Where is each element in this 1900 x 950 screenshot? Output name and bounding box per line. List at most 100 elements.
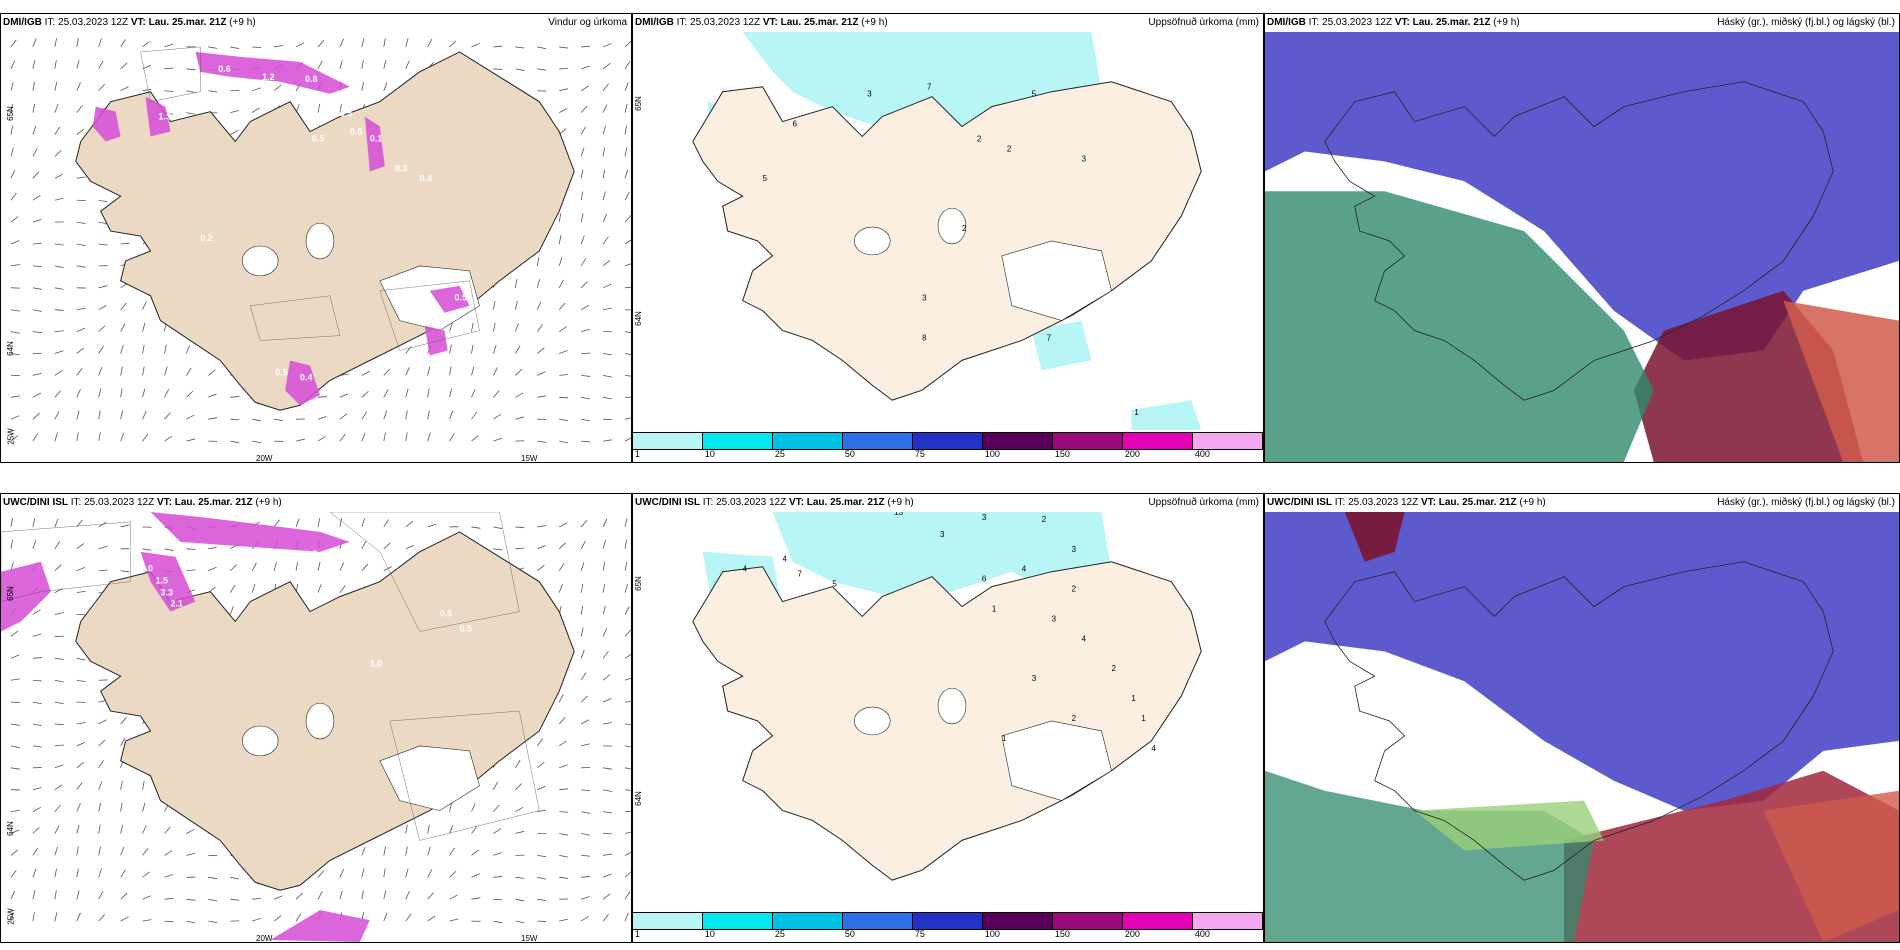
- wind-barb: [581, 896, 590, 900]
- hatched-areas: [140, 46, 480, 351]
- colorscale-swatch: [1193, 433, 1263, 449]
- wind-barb: [603, 353, 613, 356]
- wind-barb: [602, 104, 608, 113]
- value-label: 1.5: [156, 576, 168, 586]
- wind-barb: [142, 301, 147, 310]
- wind-barb: [32, 60, 36, 69]
- wind-barb: [537, 785, 546, 791]
- wind-barb: [493, 526, 503, 530]
- cloud-map: [1265, 512, 1899, 942]
- value-label: 2: [1072, 585, 1077, 594]
- wind-barb: [98, 760, 104, 769]
- wind-barb: [624, 125, 627, 135]
- wind-barb: [383, 519, 389, 528]
- wind-barb: [383, 368, 391, 376]
- wind-barb: [624, 723, 631, 725]
- colorscale-label: 1: [634, 929, 640, 939]
- wind-barb: [537, 371, 546, 376]
- lon-label-15w: 15W: [521, 934, 538, 943]
- wind-barb: [32, 745, 42, 748]
- colorscale-swatch: [843, 433, 913, 449]
- wind-barb: [76, 410, 80, 420]
- wind-barb: [208, 393, 217, 398]
- wind-barb: [164, 67, 174, 70]
- value-label: 6: [982, 575, 987, 584]
- wind-barb: [273, 915, 282, 922]
- wind-barb: [559, 918, 569, 922]
- wind-barb: [515, 830, 525, 834]
- value-label: 0.5: [340, 109, 352, 119]
- precip-map: 13 3 3 2 3 4 7 4 5 6 4 2 1 3 4 2 1 1 3 4 2 1: [633, 512, 1263, 910]
- wind-barb: [54, 390, 62, 398]
- lon-label-20w: 20W: [256, 934, 273, 943]
- wind-barb: [580, 562, 585, 571]
- wind-barb: [580, 126, 586, 135]
- wind-barb: [54, 411, 60, 420]
- wind-barb: [76, 566, 86, 572]
- colorscale-swatch: [1123, 433, 1193, 449]
- wind-barb: [427, 869, 433, 878]
- wind-barb: [624, 629, 631, 637]
- init-time: IT: 25.03.2023 12Z: [1308, 17, 1393, 28]
- wind-barb: [98, 83, 106, 91]
- wind-barb: [142, 825, 147, 834]
- wind-barb: [186, 569, 196, 572]
- wind-barb: [164, 412, 171, 420]
- colorscale-label: 25: [774, 449, 785, 459]
- colorscale-swatch: [913, 913, 983, 929]
- value-label: 1: [1131, 694, 1136, 703]
- value-labels: 0.6 1.2 0.8 0.5 1.3 0.5 0.5 0.1 0.3 0.4 0.2 0.5 0.4 0…: [159, 64, 468, 383]
- wind-barb: [558, 717, 566, 725]
- wind-barb: [186, 68, 196, 71]
- precip-areas: [92, 51, 470, 406]
- wind-barb: [164, 435, 173, 442]
- colorscale-label: 10: [704, 929, 715, 939]
- value-label: 0.2: [200, 233, 212, 243]
- wind-barb: [581, 65, 590, 70]
- wind-barb: [339, 562, 345, 571]
- colorscale-swatch: [703, 433, 773, 449]
- value-label: 2: [962, 224, 967, 233]
- wind-barb: [537, 440, 547, 443]
- wind-barb: [186, 90, 196, 93]
- value-label: 3: [940, 530, 945, 539]
- lat-label-65n: 65N: [633, 576, 643, 591]
- wind-barb: [580, 520, 588, 528]
- low-cloud-area-3: [1763, 790, 1899, 942]
- wind-barb: [449, 410, 454, 420]
- mid-cloud-area: [1265, 512, 1899, 811]
- wind-barb: [602, 283, 612, 289]
- colorscale-label: 150: [1054, 929, 1070, 939]
- wind-barb: [624, 912, 629, 922]
- wind-barb: [10, 264, 20, 267]
- value-label: 0.5: [275, 367, 287, 377]
- lat-label-65n: 65N: [5, 586, 15, 601]
- value-label: 7: [927, 83, 932, 92]
- wind-barb: [120, 344, 124, 354]
- wind-barb: [120, 846, 125, 856]
- wind-barb: [76, 128, 85, 135]
- value-label: 0.6: [129, 544, 141, 554]
- value-label: 2: [1072, 714, 1077, 723]
- wind-barb: [427, 892, 434, 900]
- wind-barb: [54, 588, 63, 593]
- wind-barb: [559, 108, 568, 113]
- product-title: Háský (gr.), miðský (fj.bl.) og lágský (…: [1717, 497, 1895, 508]
- wind-barb: [405, 432, 408, 442]
- colorscale-label: 50: [844, 929, 855, 939]
- wind-barb: [10, 723, 20, 726]
- wind-barb: [624, 789, 631, 791]
- wind-barb: [98, 545, 108, 550]
- wind-barb: [624, 147, 628, 157]
- wind-barb: [10, 809, 20, 812]
- wind-barb: [208, 46, 218, 49]
- wind-barb: [76, 221, 86, 224]
- wind-barb: [515, 760, 521, 769]
- wind-barb: [493, 920, 503, 924]
- wind-barb: [581, 375, 591, 377]
- wind-barb: [339, 103, 342, 113]
- wind-barb: [186, 548, 196, 550]
- wind-barb: [120, 916, 129, 922]
- wind-barb: [230, 46, 240, 50]
- value-label: 1.2: [262, 72, 274, 82]
